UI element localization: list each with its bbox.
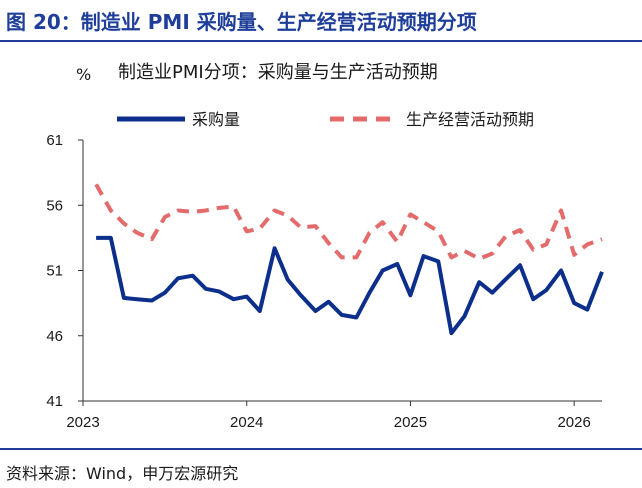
x-tick-label: 2023 [66, 414, 99, 431]
y-tick-label: 51 [46, 263, 63, 280]
figure-footer: 资料来源：Wind，申万宏源研究 [0, 448, 642, 488]
series-line-expectation [94, 183, 603, 261]
figure-header: 图 20：制造业 PMI 采购量、生产经营活动预期分项 [0, 0, 642, 42]
x-tick-label: 2026 [557, 414, 590, 431]
x-tick-label: 2024 [230, 414, 263, 431]
y-tick-label: 46 [46, 328, 63, 345]
y-tick-label: 41 [46, 393, 63, 410]
figure-title: 图 20：制造业 PMI 采购量、生产经营活动预期分项 [6, 10, 477, 34]
y-axis-unit: % [76, 65, 91, 84]
x-tick-label: 2025 [394, 414, 427, 431]
legend-label-expectation: 生产经营活动预期 [406, 110, 534, 129]
legend-label-purchase: 采购量 [192, 110, 240, 129]
axes: 41 46 51 56 61 2023 2024 2025 2026 [46, 132, 602, 431]
legend: 采购量 生产经营活动预期 [117, 110, 534, 129]
chart-subtitle: 制造业PMI分项：采购量与生产活动预期 [118, 62, 438, 83]
source-note: 资料来源：Wind，申万宏源研究 [6, 464, 239, 483]
y-tick-label: 61 [46, 132, 63, 149]
y-tick-label: 56 [46, 197, 63, 214]
series-line-purchase [96, 235, 604, 336]
plot-area [94, 183, 604, 336]
chart-svg: % 制造业PMI分项：采购量与生产活动预期 采购量 生产经营活动预期 41 46 5… [46, 62, 604, 431]
